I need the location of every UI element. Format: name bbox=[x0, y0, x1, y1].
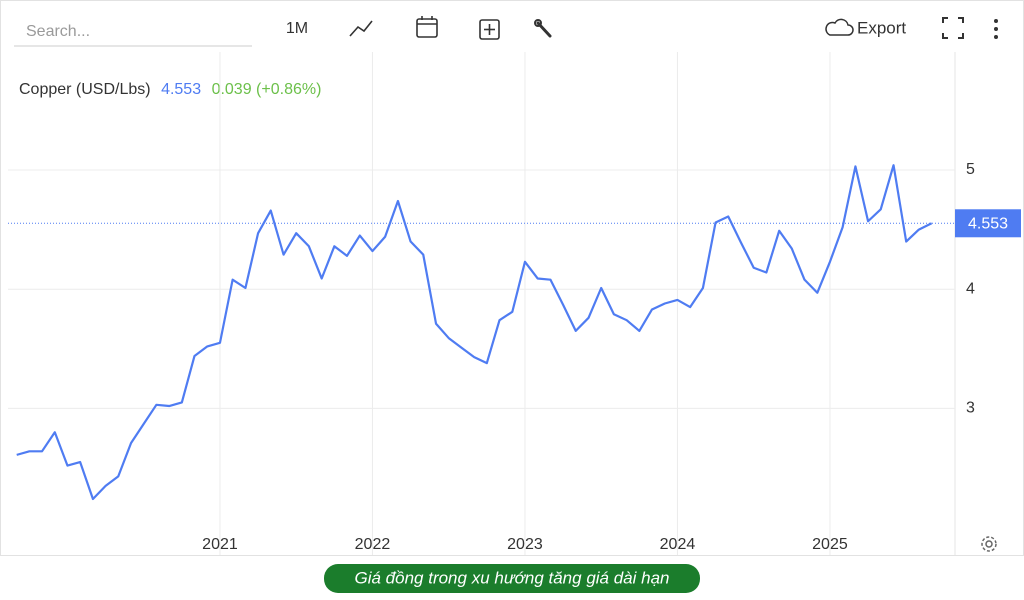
fullscreen-icon[interactable] bbox=[942, 17, 964, 39]
calendar-icon[interactable] bbox=[416, 16, 438, 38]
period-button[interactable]: 1M bbox=[286, 20, 308, 37]
settings-wrench-icon[interactable] bbox=[534, 19, 552, 38]
legend-change: 0.039 (+0.86%) bbox=[212, 81, 322, 98]
last-price-label: 4.553 bbox=[968, 216, 1008, 233]
caption-pill bbox=[324, 564, 700, 593]
legend-value: 4.553 bbox=[161, 81, 201, 98]
line-type-icon[interactable] bbox=[349, 20, 373, 37]
add-icon[interactable] bbox=[479, 19, 500, 40]
export-icon[interactable] bbox=[825, 18, 854, 36]
x-tick-label: 2022 bbox=[355, 536, 391, 553]
price-line bbox=[16, 164, 933, 501]
legend: Copper (USD/Lbs) 4.553 0.039 (+0.86%) bbox=[19, 81, 321, 98]
menu-icon[interactable] bbox=[994, 19, 998, 39]
last-price-tag bbox=[955, 209, 1021, 238]
x-tick-label: 2021 bbox=[202, 536, 238, 553]
y-tick-label: 5 bbox=[966, 161, 975, 178]
frame bbox=[0, 0, 1024, 556]
search-input[interactable]: Search... bbox=[26, 23, 90, 40]
export-button[interactable]: Export bbox=[857, 18, 906, 37]
y-tick-label: 4 bbox=[966, 280, 975, 297]
x-tick-label: 2024 bbox=[660, 536, 696, 553]
caption: Giá đồng trong xu hướng tăng giá dài hạn bbox=[355, 568, 670, 587]
x-tick-label: 2025 bbox=[812, 536, 848, 553]
y-tick-label: 3 bbox=[966, 400, 975, 417]
x-tick-label: 2023 bbox=[507, 536, 543, 553]
legend-name: Copper (USD/Lbs) bbox=[19, 81, 151, 98]
settings-gear-icon[interactable] bbox=[981, 536, 997, 552]
